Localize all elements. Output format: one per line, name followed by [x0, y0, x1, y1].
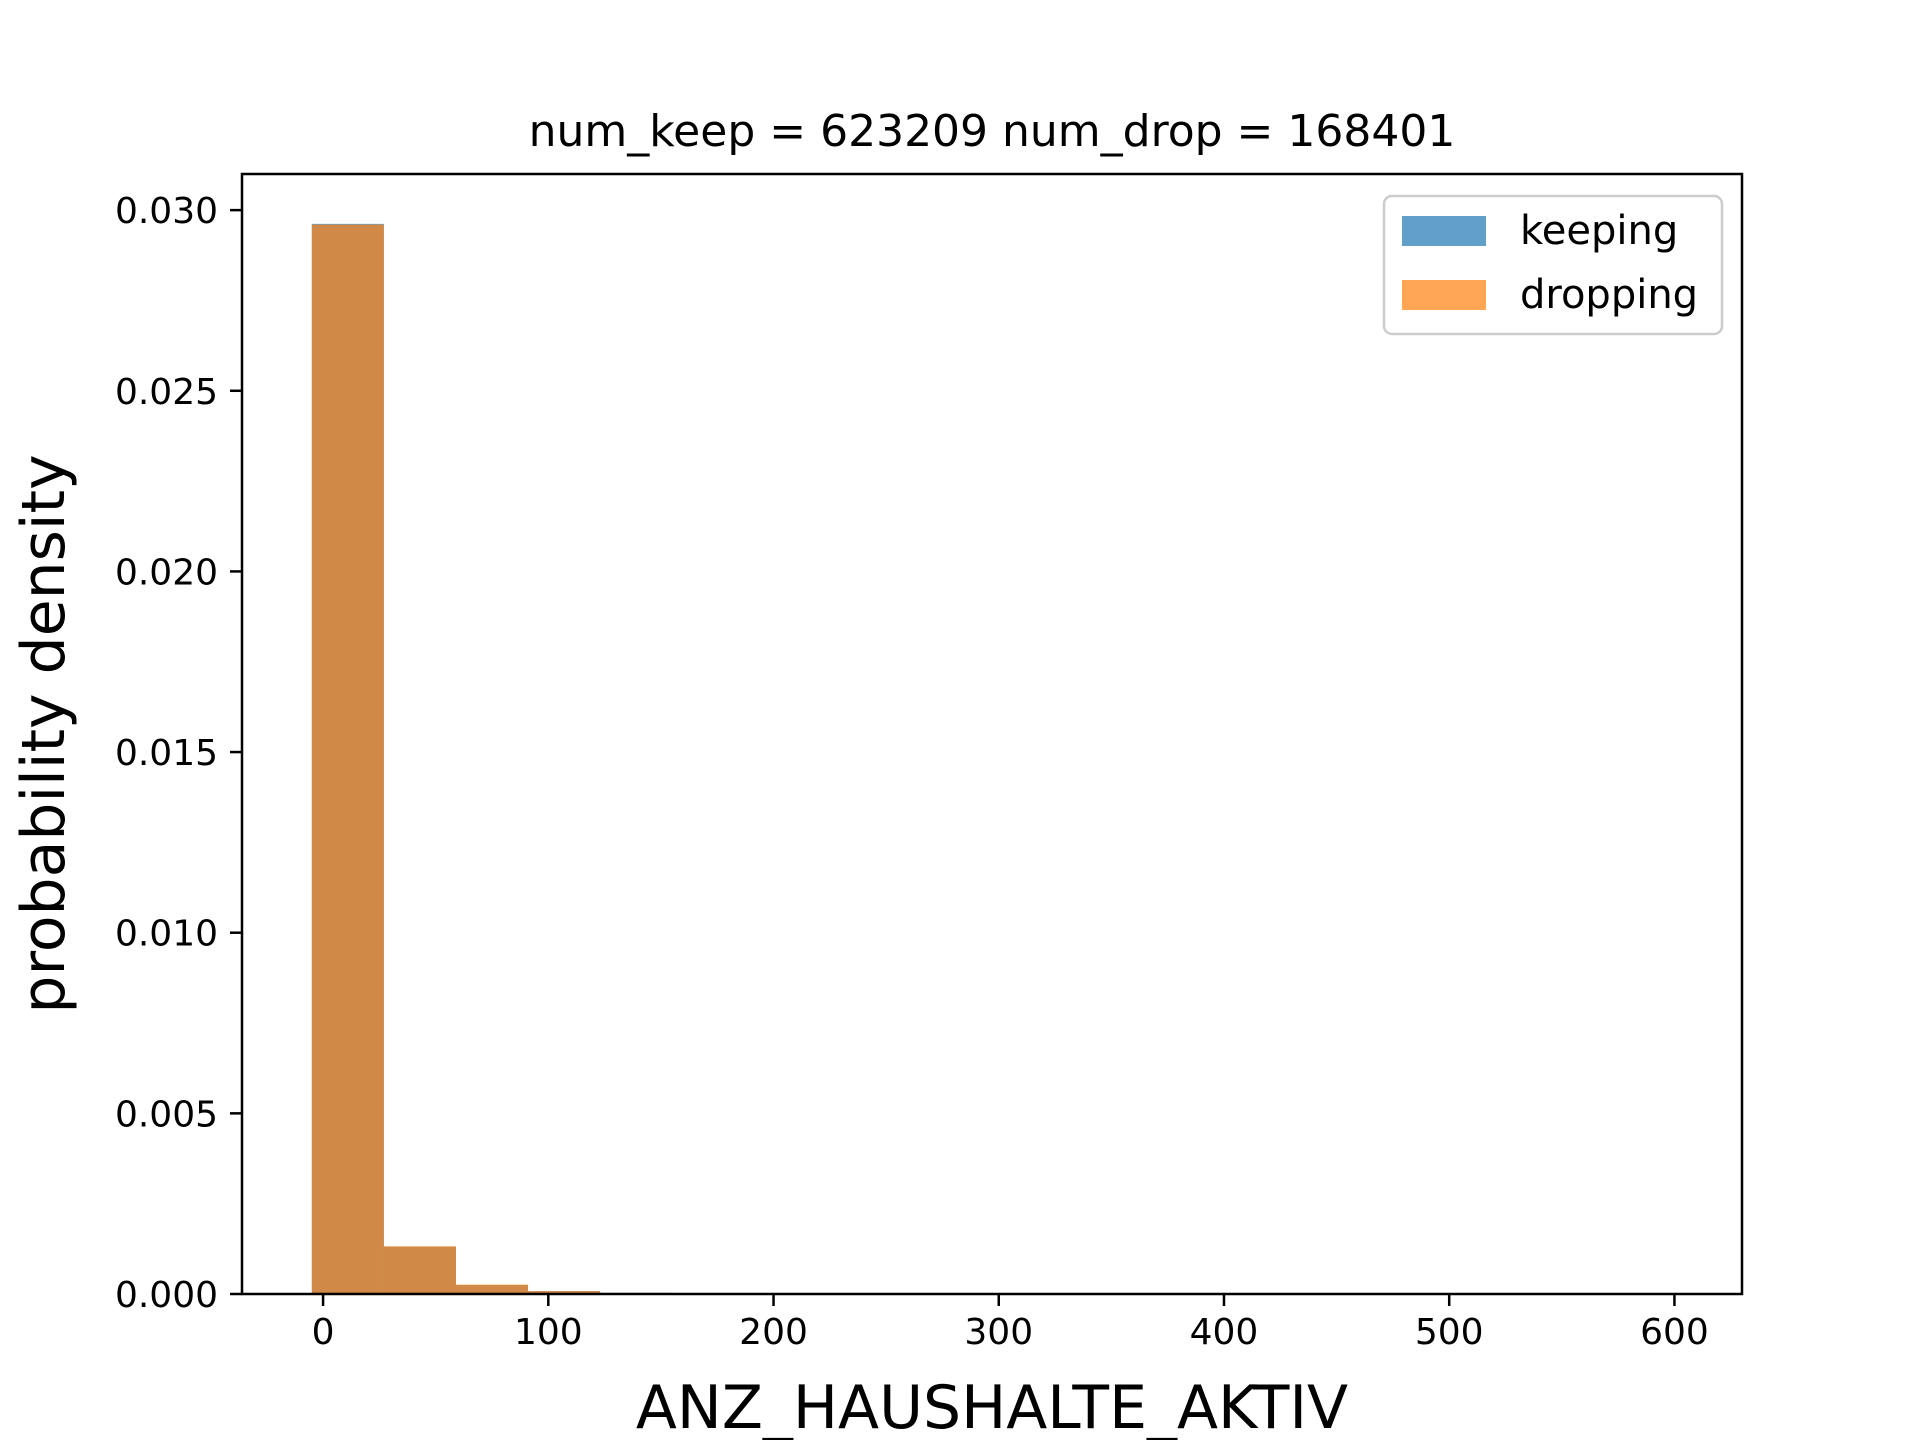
x-axis-ticks: 0 100 200 300 400 500 600 [312, 1294, 1709, 1353]
bar-dropping-1 [383, 1246, 456, 1294]
x-tick-label: 500 [1415, 1312, 1484, 1353]
y-tick-label: 0.025 [115, 372, 218, 413]
y-tick-label: 0.030 [115, 191, 218, 232]
bars-group [311, 223, 745, 1295]
bar-dropping-2 [455, 1284, 529, 1294]
y-tick-label: 0.010 [115, 914, 218, 955]
y-axis-ticks: 0.000 0.005 0.010 0.015 0.020 0.025 0.030 [115, 191, 242, 1316]
legend-swatch-keeping [1402, 216, 1486, 246]
x-axis-label: ANZ_HAUSHALTE_AKTIV [636, 1373, 1348, 1440]
y-tick-label: 0.020 [115, 552, 218, 593]
bar-dropping-3 [528, 1291, 601, 1294]
y-tick-label: 0.015 [115, 733, 218, 774]
legend-label-dropping: dropping [1520, 272, 1698, 318]
x-tick-label: 200 [739, 1312, 808, 1353]
chart-title: num_keep = 623209 num_drop = 168401 [529, 106, 1456, 157]
plot-frame [240, 172, 1744, 1296]
x-tick-label: 100 [514, 1312, 583, 1353]
x-tick-label: 600 [1640, 1312, 1709, 1353]
legend: keeping dropping [1382, 194, 1724, 336]
legend-swatch-dropping [1402, 280, 1486, 310]
legend-label-keeping: keeping [1520, 208, 1678, 254]
x-tick-label: 300 [964, 1312, 1033, 1353]
y-tick-label: 0.005 [115, 1094, 218, 1135]
bar-dropping-0 [311, 224, 384, 1294]
y-tick-label: 0.000 [115, 1275, 218, 1316]
x-tick-label: 0 [312, 1312, 335, 1353]
y-axis-label: probability density [9, 454, 79, 1013]
x-tick-label: 400 [1190, 1312, 1259, 1353]
